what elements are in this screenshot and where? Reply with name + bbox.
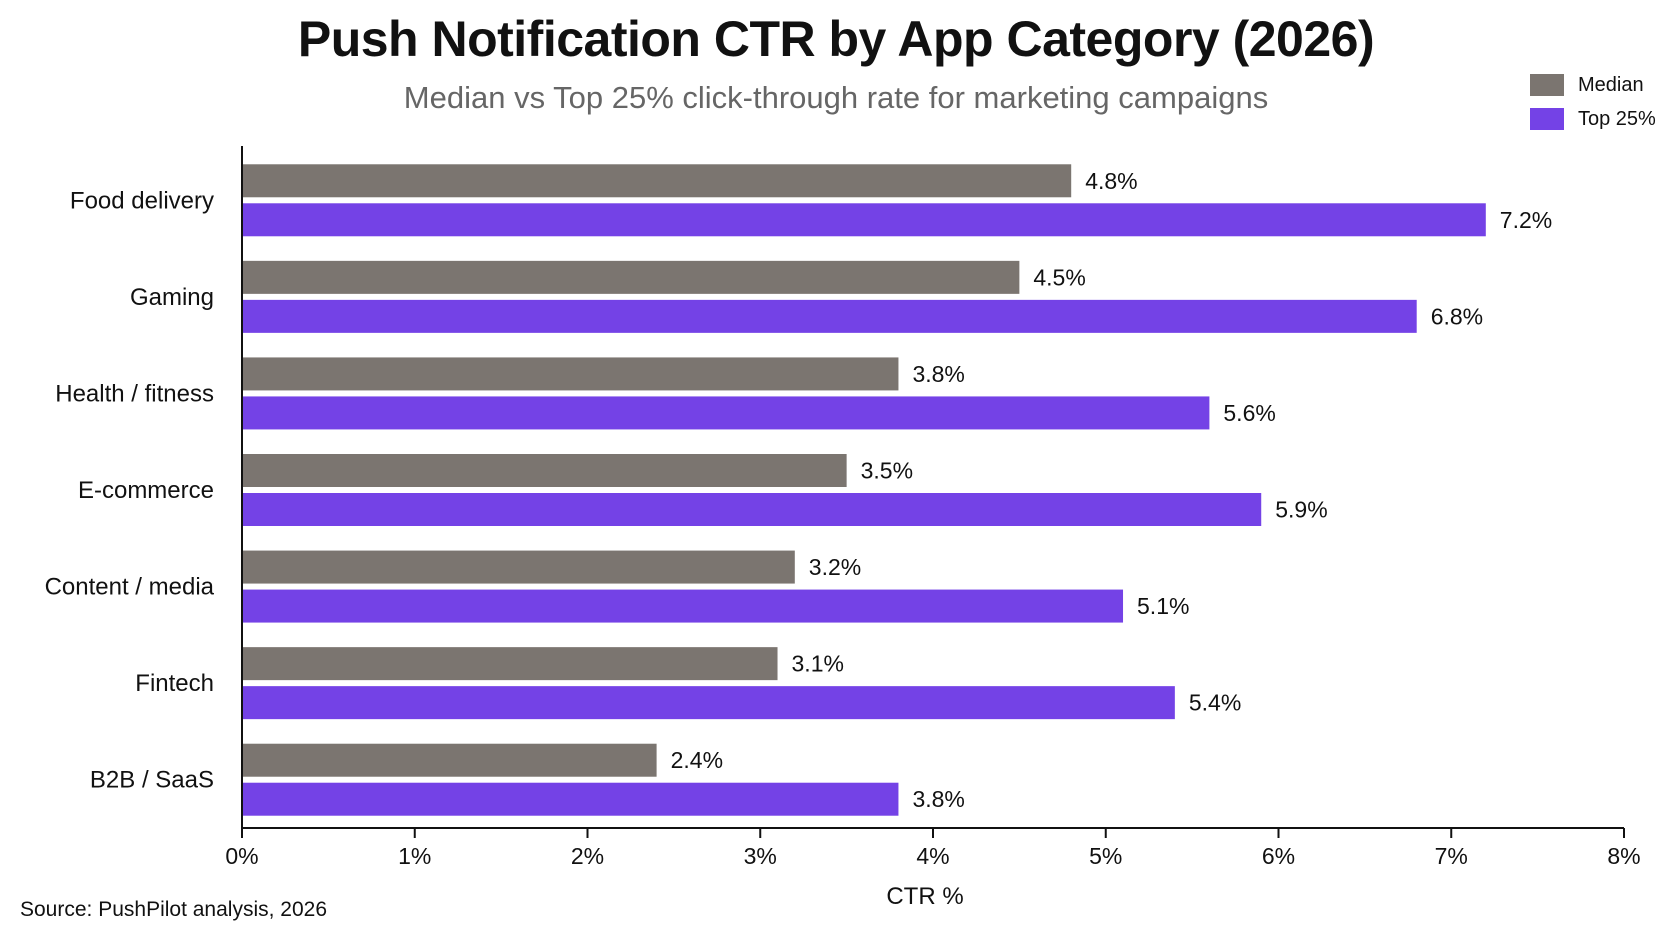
data-label: 3.2% (809, 554, 861, 580)
data-label: 3.5% (861, 458, 913, 484)
data-label: 3.1% (792, 651, 844, 677)
legend-label-top25: Top 25% (1578, 107, 1656, 130)
data-label: 4.8% (1085, 168, 1137, 194)
data-label: 2.4% (671, 747, 723, 773)
bar-median (242, 260, 1020, 294)
data-label: 5.9% (1275, 497, 1327, 523)
x-axis-label: CTR % (886, 883, 963, 910)
x-tick-label: 4% (916, 843, 949, 869)
category-label: Content / media (45, 574, 215, 601)
bar-top25 (242, 686, 1175, 720)
x-tick-label: 8% (1607, 843, 1640, 869)
data-label: 7.2% (1500, 207, 1552, 233)
bar-median (242, 743, 657, 777)
bar-median (242, 454, 847, 487)
bar-median (242, 357, 899, 391)
category-label: Food delivery (70, 187, 214, 214)
bar-median (242, 647, 778, 681)
x-tick-label: 2% (571, 843, 604, 869)
legend-swatch-median (1530, 74, 1564, 96)
x-tick-label: 5% (1089, 843, 1122, 869)
data-label: 3.8% (912, 361, 964, 387)
data-label: 4.5% (1033, 264, 1085, 290)
bar-top25 (242, 203, 1486, 237)
data-label: 5.4% (1189, 690, 1241, 716)
category-label: Health / fitness (55, 380, 214, 407)
bar-median (242, 550, 795, 584)
bar-top25 (242, 299, 1417, 333)
category-label: Gaming (130, 284, 214, 311)
bar-top25 (242, 589, 1124, 623)
data-label: 5.6% (1223, 400, 1275, 426)
legend: Median Top 25% (1530, 68, 1656, 136)
bar-median (242, 164, 1072, 198)
x-tick-label: 1% (398, 843, 431, 869)
category-label: E-commerce (78, 477, 214, 504)
data-label: 3.8% (912, 786, 964, 812)
legend-swatch-top25 (1530, 108, 1564, 130)
category-label: Fintech (135, 670, 214, 697)
source-note: Source: PushPilot analysis, 2026 (20, 898, 328, 921)
category-label: B2B / SaaS (90, 767, 214, 794)
chart-title: Push Notification CTR by App Category (2… (297, 11, 1375, 67)
data-label: 5.1% (1137, 593, 1189, 619)
legend-item-top25: Top 25% (1530, 102, 1656, 136)
x-tick-label: 6% (1262, 843, 1295, 869)
x-tick-label: 0% (225, 843, 258, 869)
bar-top25 (242, 396, 1210, 430)
bar-top25 (242, 782, 899, 816)
legend-item-median: Median (1530, 68, 1656, 102)
chart-subtitle: Median vs Top 25% click-through rate for… (403, 80, 1269, 115)
bar-top25 (242, 493, 1262, 526)
x-tick-label: 7% (1435, 843, 1468, 869)
data-label: 6.8% (1431, 303, 1483, 329)
x-tick-label: 3% (744, 843, 777, 869)
legend-label-median: Median (1578, 73, 1644, 96)
